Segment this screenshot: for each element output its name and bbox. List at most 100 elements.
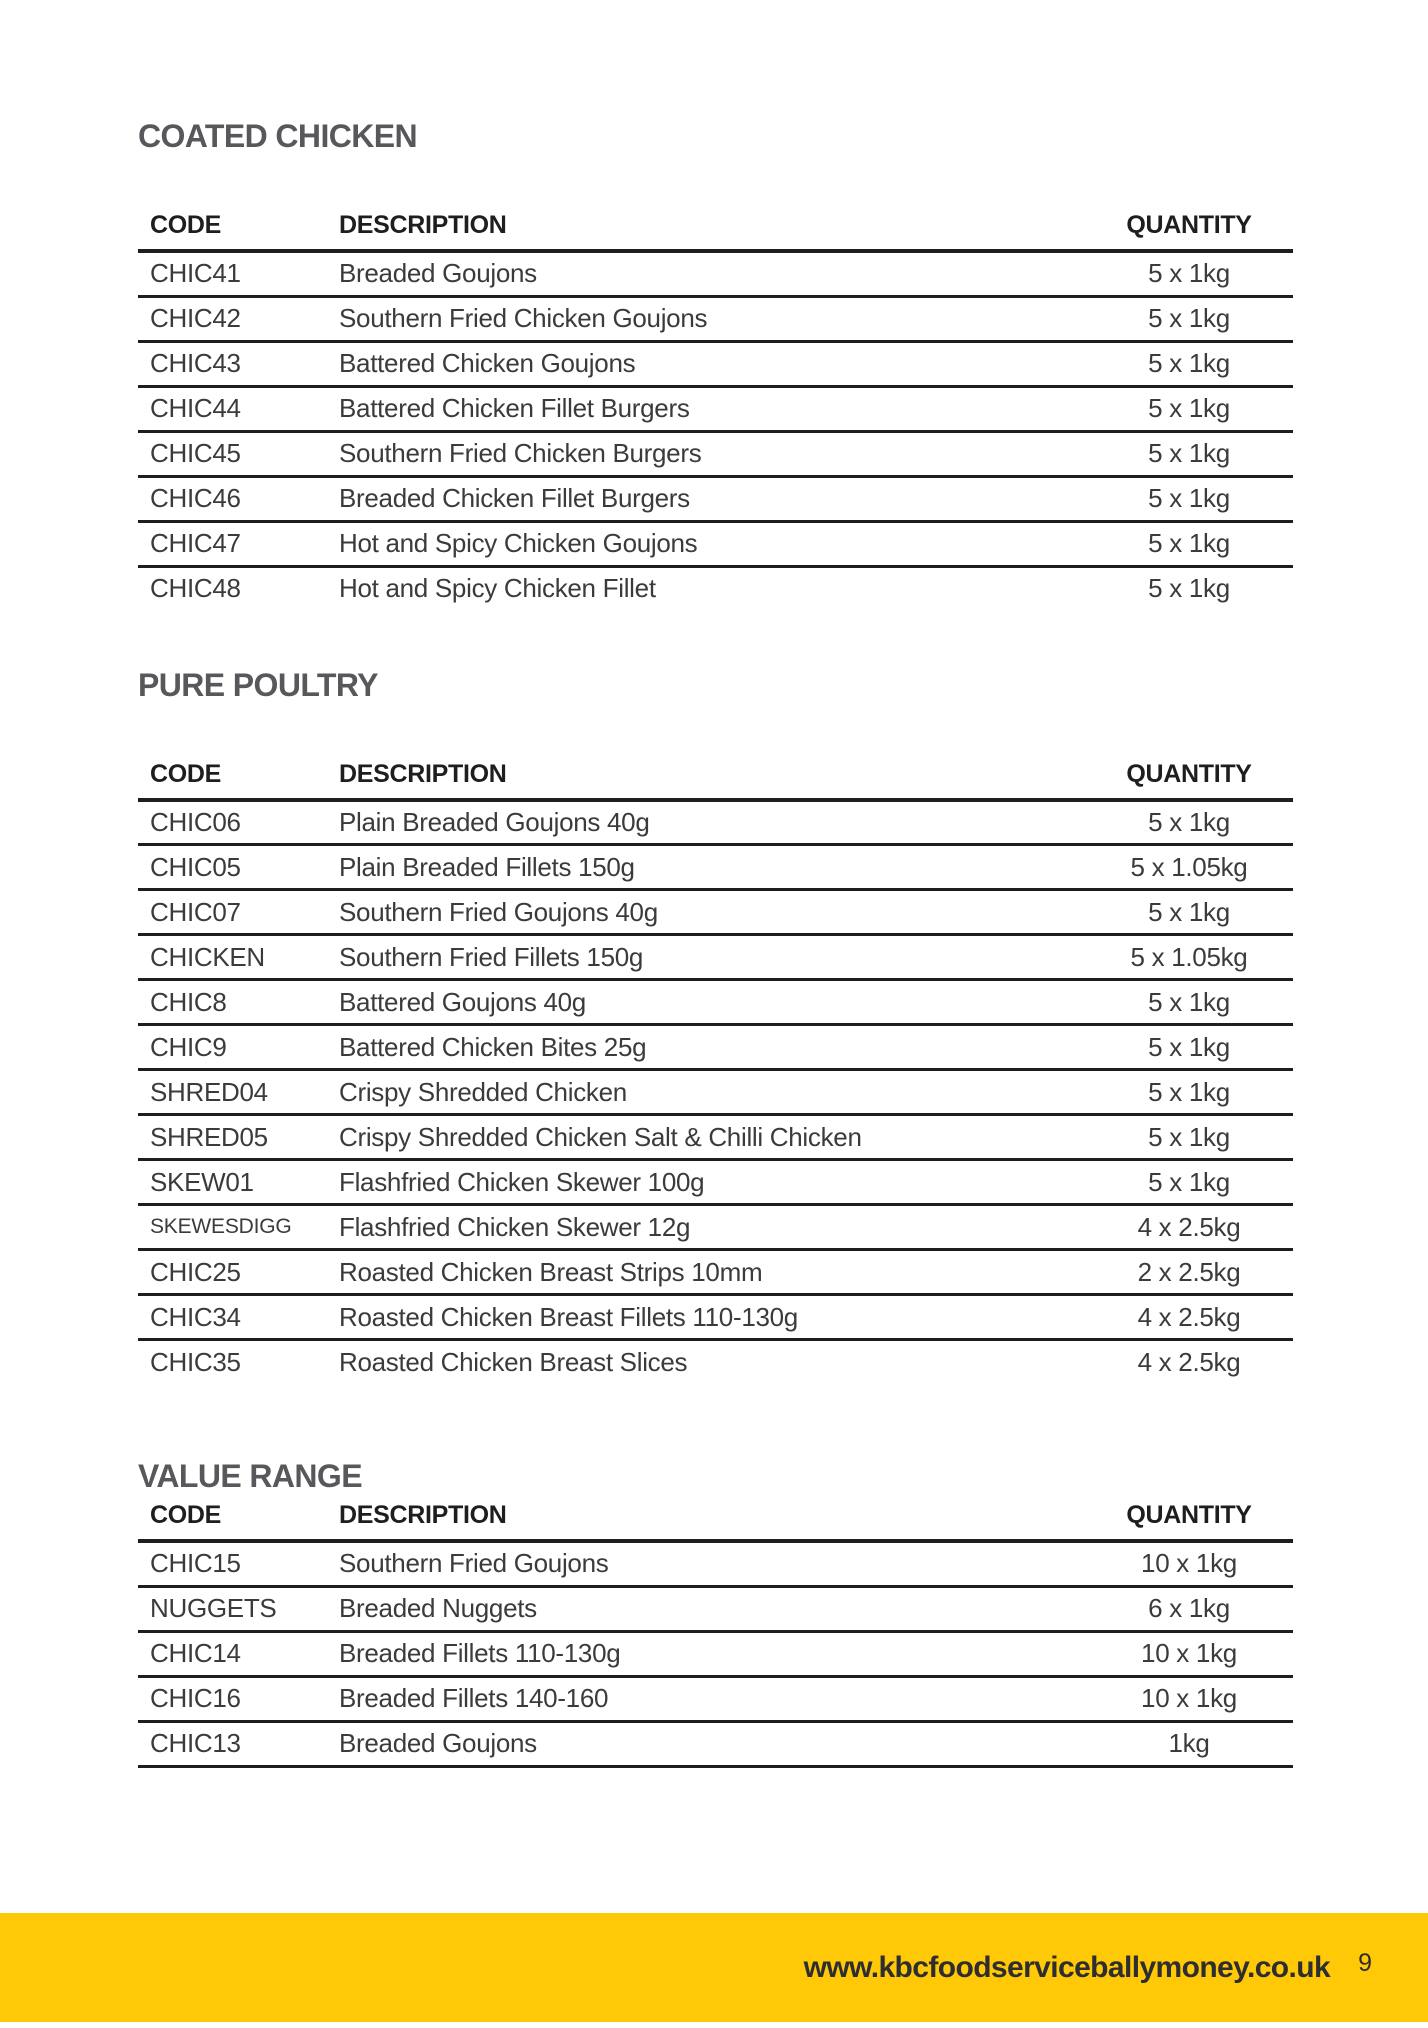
- table-row: CHIC15 Southern Fried Goujons 10 x 1kg: [138, 1541, 1293, 1588]
- section-value-range: VALUE RANGE CODE DESCRIPTION QUANTITY CHIC15…: [138, 1458, 1428, 1768]
- product-description: Breaded Fillets 140-160: [327, 1676, 1085, 1723]
- product-quantity: 5 x 1.05kg: [1085, 934, 1293, 981]
- product-description: Battered Goujons 40g: [327, 979, 1085, 1026]
- product-quantity: 6 x 1kg: [1085, 1586, 1293, 1633]
- table-row: CHIC14 Breaded Fillets 110-130g 10 x 1kg: [138, 1631, 1293, 1678]
- table-row: CHIC43 Battered Chicken Goujons 5 x 1kg: [138, 341, 1293, 388]
- table-row: SKEWESDIGG Flashfried Chicken Skewer 12g 4…: [138, 1204, 1293, 1251]
- product-code: CHIC07: [138, 889, 327, 936]
- table-row: CHIC9 Battered Chicken Bites 25g 5 x 1kg: [138, 1024, 1293, 1071]
- column-header-description: DESCRIPTION: [327, 1501, 1085, 1543]
- product-description: Southern Fried Chicken Goujons: [327, 296, 1085, 343]
- website-link[interactable]: www.kbcfoodserviceballymoney.co.uk: [803, 1950, 1331, 1984]
- product-code: CHIC47: [138, 521, 327, 568]
- table-row: CHIC34 Roasted Chicken Breast Fillets 110…: [138, 1294, 1293, 1341]
- product-description: Crispy Shredded Chicken: [327, 1069, 1085, 1116]
- product-quantity: 5 x 1kg: [1085, 1114, 1293, 1161]
- table-row: SHRED04 Crispy Shredded Chicken 5 x 1kg: [138, 1069, 1293, 1116]
- section-pure-poultry: PURE POULTRY CODE DESCRIPTION QUANTITY CHIC0…: [138, 667, 1428, 1387]
- product-quantity: 5 x 1kg: [1085, 341, 1293, 388]
- column-header-code: CODE: [138, 1501, 327, 1543]
- header-row: CODE DESCRIPTION QUANTITY: [138, 759, 1293, 802]
- product-code: SKEW01: [138, 1159, 327, 1206]
- product-quantity: 5 x 1kg: [1085, 476, 1293, 523]
- product-code: CHIC41: [138, 251, 327, 298]
- header-row: CODE DESCRIPTION QUANTITY: [138, 211, 1293, 253]
- product-quantity: 10 x 1kg: [1085, 1676, 1293, 1723]
- section-title: PURE POULTRY: [138, 666, 379, 703]
- product-description: Hot and Spicy Chicken Goujons: [327, 521, 1085, 568]
- product-description: Crispy Shredded Chicken Salt & Chilli Ch…: [327, 1114, 1085, 1161]
- table-row: CHIC06 Plain Breaded Goujons 40g 5 x 1kg: [138, 799, 1293, 846]
- catalog-sections: COATED CHICKEN CODE DESCRIPTION QUANTITY CHI…: [138, 118, 1428, 1768]
- table-row: CHIC16 Breaded Fillets 140-160 10 x 1kg: [138, 1676, 1293, 1723]
- product-description: Battered Chicken Goujons: [327, 341, 1085, 388]
- product-quantity: 5 x 1kg: [1085, 889, 1293, 936]
- section-coated-chicken: COATED CHICKEN CODE DESCRIPTION QUANTITY CHI…: [138, 118, 1428, 613]
- product-quantity: 10 x 1kg: [1085, 1541, 1293, 1588]
- table-row: SHRED05 Crispy Shredded Chicken Salt & Ch…: [138, 1114, 1293, 1161]
- footer-bar: www.kbcfoodserviceballymoney.co.uk 9: [0, 1913, 1428, 2022]
- product-description: Battered Chicken Fillet Burgers: [327, 386, 1085, 433]
- table-row: CHIC48 Hot and Spicy Chicken Fillet 5 x 1k…: [138, 566, 1293, 611]
- product-code: CHIC43: [138, 341, 327, 388]
- product-quantity: 5 x 1kg: [1085, 251, 1293, 298]
- product-code: CHIC8: [138, 979, 327, 1026]
- section-title: COATED CHICKEN: [138, 118, 418, 154]
- product-code: CHIC13: [138, 1721, 327, 1768]
- product-description: Southern Fried Goujons: [327, 1541, 1085, 1588]
- product-code: CHIC06: [138, 799, 327, 846]
- table-row: CHIC35 Roasted Chicken Breast Slices 4 x 2…: [138, 1340, 1293, 1385]
- product-quantity: 5 x 1kg: [1085, 296, 1293, 343]
- section-title: VALUE RANGE: [138, 1458, 363, 1494]
- page-number: 9: [1358, 1949, 1372, 1977]
- product-description: Southern Fried Chicken Burgers: [327, 431, 1085, 478]
- product-description: Battered Chicken Bites 25g: [327, 1024, 1085, 1071]
- product-quantity: 5 x 1kg: [1085, 1069, 1293, 1116]
- product-quantity: 5 x 1kg: [1085, 1024, 1293, 1071]
- product-description: Breaded Goujons: [327, 251, 1085, 298]
- product-quantity: 4 x 2.5kg: [1085, 1294, 1293, 1341]
- product-quantity: 1kg: [1085, 1721, 1293, 1768]
- product-quantity: 5 x 1.05kg: [1085, 844, 1293, 891]
- product-quantity: 10 x 1kg: [1085, 1631, 1293, 1678]
- product-quantity: 5 x 1kg: [1085, 979, 1293, 1026]
- table-row: CHIC41 Breaded Goujons 5 x 1kg: [138, 251, 1293, 298]
- product-code: SKEWESDIGG: [138, 1204, 327, 1251]
- product-code: SHRED04: [138, 1069, 327, 1116]
- product-description: Hot and Spicy Chicken Fillet: [339, 573, 656, 603]
- column-header-quantity: QUANTITY: [1085, 1501, 1293, 1543]
- column-header-description: DESCRIPTION: [327, 759, 1085, 802]
- product-description: Breaded Goujons: [327, 1721, 1085, 1768]
- product-table-pure-poultry: CODE DESCRIPTION QUANTITY CHIC06 Plain Bread…: [138, 759, 1293, 1387]
- product-code: CHIC15: [138, 1541, 327, 1588]
- product-code: CHIC14: [138, 1631, 327, 1678]
- product-quantity: 5 x 1kg: [1085, 431, 1293, 478]
- column-header-description: DESCRIPTION: [327, 211, 1085, 253]
- table-row: CHIC42 Southern Fried Chicken Goujons 5 x …: [138, 296, 1293, 343]
- table-row: CHIC13 Breaded Goujons 1kg: [138, 1721, 1293, 1768]
- table-row: CHIC8 Battered Goujons 40g 5 x 1kg: [138, 979, 1293, 1026]
- product-quantity: 5 x 1kg: [1085, 1159, 1293, 1206]
- product-quantity: 4 x 2.5kg: [1085, 1204, 1293, 1251]
- product-code: CHIC9: [138, 1024, 327, 1071]
- product-description: Breaded Chicken Fillet Burgers: [327, 476, 1085, 523]
- column-header-code: CODE: [138, 759, 327, 802]
- product-table-value-range: CODE DESCRIPTION QUANTITY CHIC15 Southern Fr…: [138, 1501, 1293, 1768]
- table-row: CHIC47 Hot and Spicy Chicken Goujons 5 x 1…: [138, 521, 1293, 568]
- product-description: Roasted Chicken Breast Strips 10mm: [327, 1249, 1085, 1296]
- product-code: CHIC35: [150, 1346, 241, 1377]
- table-row: SKEW01 Flashfried Chicken Skewer 100g 5 x …: [138, 1159, 1293, 1206]
- table-row: CHICKEN Southern Fried Fillets 150g 5 x 1.…: [138, 934, 1293, 981]
- product-code: CHIC45: [138, 431, 327, 478]
- table-row: CHIC05 Plain Breaded Fillets 150g 5 x 1.05…: [138, 844, 1293, 891]
- product-table-coated-chicken: CODE DESCRIPTION QUANTITY CHIC41 Breaded Gou…: [138, 211, 1293, 613]
- table-row: CHIC44 Battered Chicken Fillet Burgers 5 x…: [138, 386, 1293, 433]
- table-row: CHIC25 Roasted Chicken Breast Strips 10mm…: [138, 1249, 1293, 1296]
- product-code: CHIC34: [138, 1294, 327, 1341]
- column-header-quantity: QUANTITY: [1085, 759, 1293, 802]
- product-code: CHIC48: [150, 573, 241, 603]
- product-code: SHRED05: [138, 1114, 327, 1161]
- product-description: Southern Fried Goujons 40g: [327, 889, 1085, 936]
